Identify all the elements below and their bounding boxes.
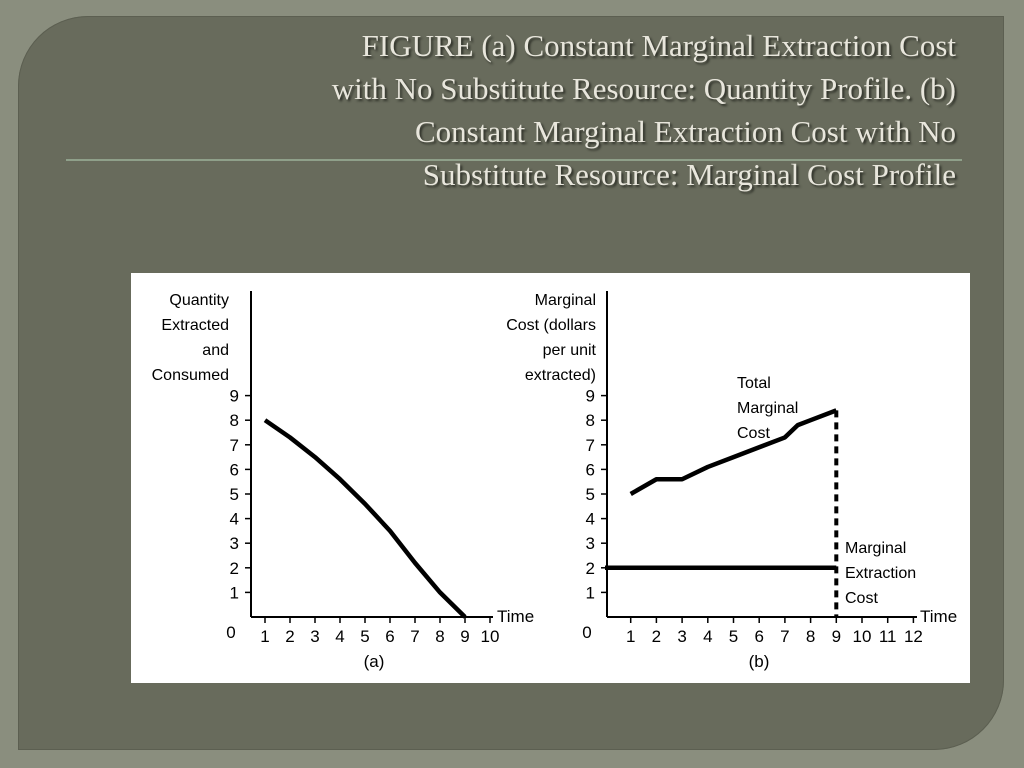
panel-a-x-tick-label: 3: [310, 627, 319, 646]
panel-b-x-tick-label: 1: [626, 627, 635, 646]
panel-a-y-axis-label: Quantity: [169, 292, 229, 309]
panel-a-series-line: [263, 418, 467, 619]
panel-a-x-tick-label: 6: [385, 627, 394, 646]
figure-panel: Quantity Extracted and Consumed 1 2 3 4 5 6 7 8 9 1 2 3…: [131, 273, 970, 683]
panel-b-origin-label: 0: [582, 623, 591, 642]
panel-b-y-tick-label: 2: [586, 559, 595, 578]
panel-b-y-axis-label: extracted): [525, 367, 596, 384]
panel-a-y-tick-label: 7: [230, 436, 239, 455]
title-divider: [66, 159, 962, 161]
panel-b-y-tick-label: 7: [586, 436, 595, 455]
panel-a-x-tick-label: 1: [260, 627, 269, 646]
panel-a-x-tick-label: 7: [410, 627, 419, 646]
panel-a-y-tick-label: 3: [230, 534, 239, 553]
panel-b-x-tick-label: 2: [652, 627, 661, 646]
total-marginal-cost-label: Marginal: [737, 400, 798, 417]
panel-b-y-tick-label: 5: [586, 485, 595, 504]
panel-b-x-axis-label: Time: [920, 607, 957, 626]
panel-b-y-tick-label: 1: [586, 583, 595, 602]
marginal-extraction-cost-label: Marginal: [845, 540, 906, 557]
panel-b-x-tick-label: 9: [832, 627, 841, 646]
panel-b-x-tick-label: 7: [780, 627, 789, 646]
marginal-extraction-cost-label: Extraction: [845, 565, 916, 582]
panel-b-x-tick-label: 12: [904, 627, 923, 646]
panel-a-panel-label: (a): [364, 652, 385, 671]
panel-a-y-tick-label: 4: [230, 510, 239, 529]
panel-a-x-tick-label: 9: [460, 627, 469, 646]
panel-a-y-axis-label: and: [202, 342, 229, 359]
panel-b-y-tick-label: 8: [586, 411, 595, 430]
panel-a-y-tick-label: 9: [230, 387, 239, 406]
panel-b-y-axis-label: Cost (dollars: [506, 317, 596, 334]
panel-b-x-tick-label: 6: [754, 627, 763, 646]
panel-b-y-tick-label: 9: [586, 387, 595, 406]
panel-b-y-tick-label: 4: [586, 510, 595, 529]
panel-b-y-axis-label: Marginal: [535, 292, 596, 309]
panel-b-y-axis-label: per unit: [543, 342, 597, 359]
panel-b-y-tick-label: 6: [586, 460, 595, 479]
panel-a-origin-label: 0: [226, 623, 235, 642]
panel-b-x-tick-label: 3: [677, 627, 686, 646]
panel-b-panel-label: (b): [749, 652, 770, 671]
panel-a-x-tick-label: 8: [435, 627, 444, 646]
total-marginal-cost-label: Total: [737, 375, 771, 392]
panel-b-x-tick-label: 4: [703, 627, 712, 646]
panel-a-y-tick-label: 8: [230, 411, 239, 430]
panel-b-x-tick-label: 10: [853, 627, 872, 646]
slide-title: FIGURE (a) Constant Marginal Extraction …: [331, 28, 956, 192]
total-marginal-cost-label: Cost: [737, 425, 770, 442]
panel-a-x-tick-label: 5: [360, 627, 369, 646]
panel-a-x-tick-label: 10: [481, 627, 500, 646]
panel-a-y-axis-label: Extracted: [161, 317, 229, 334]
panel-b-x-tick-label: 8: [806, 627, 815, 646]
panel-a-y-tick-label: 2: [230, 559, 239, 578]
panel-a-x-axis-label: Time: [497, 607, 534, 626]
panel-b-y-tick-label: 3: [586, 534, 595, 553]
panel-a-y-axis-label: Consumed: [152, 367, 229, 384]
panel-b-x-tick-label: 5: [729, 627, 738, 646]
total-marginal-cost-line: [629, 408, 838, 496]
panel-a-y-tick-label: 5: [230, 485, 239, 504]
panel-a-x-tick-label: 2: [285, 627, 294, 646]
panel-a-y-tick-label: 1: [230, 583, 239, 602]
panel-a-x-tick-label: 4: [335, 627, 344, 646]
panel-b-x-tick-label: 11: [879, 627, 897, 646]
marginal-extraction-cost-label: Cost: [845, 590, 878, 607]
panel-a-y-tick-label: 6: [230, 460, 239, 479]
